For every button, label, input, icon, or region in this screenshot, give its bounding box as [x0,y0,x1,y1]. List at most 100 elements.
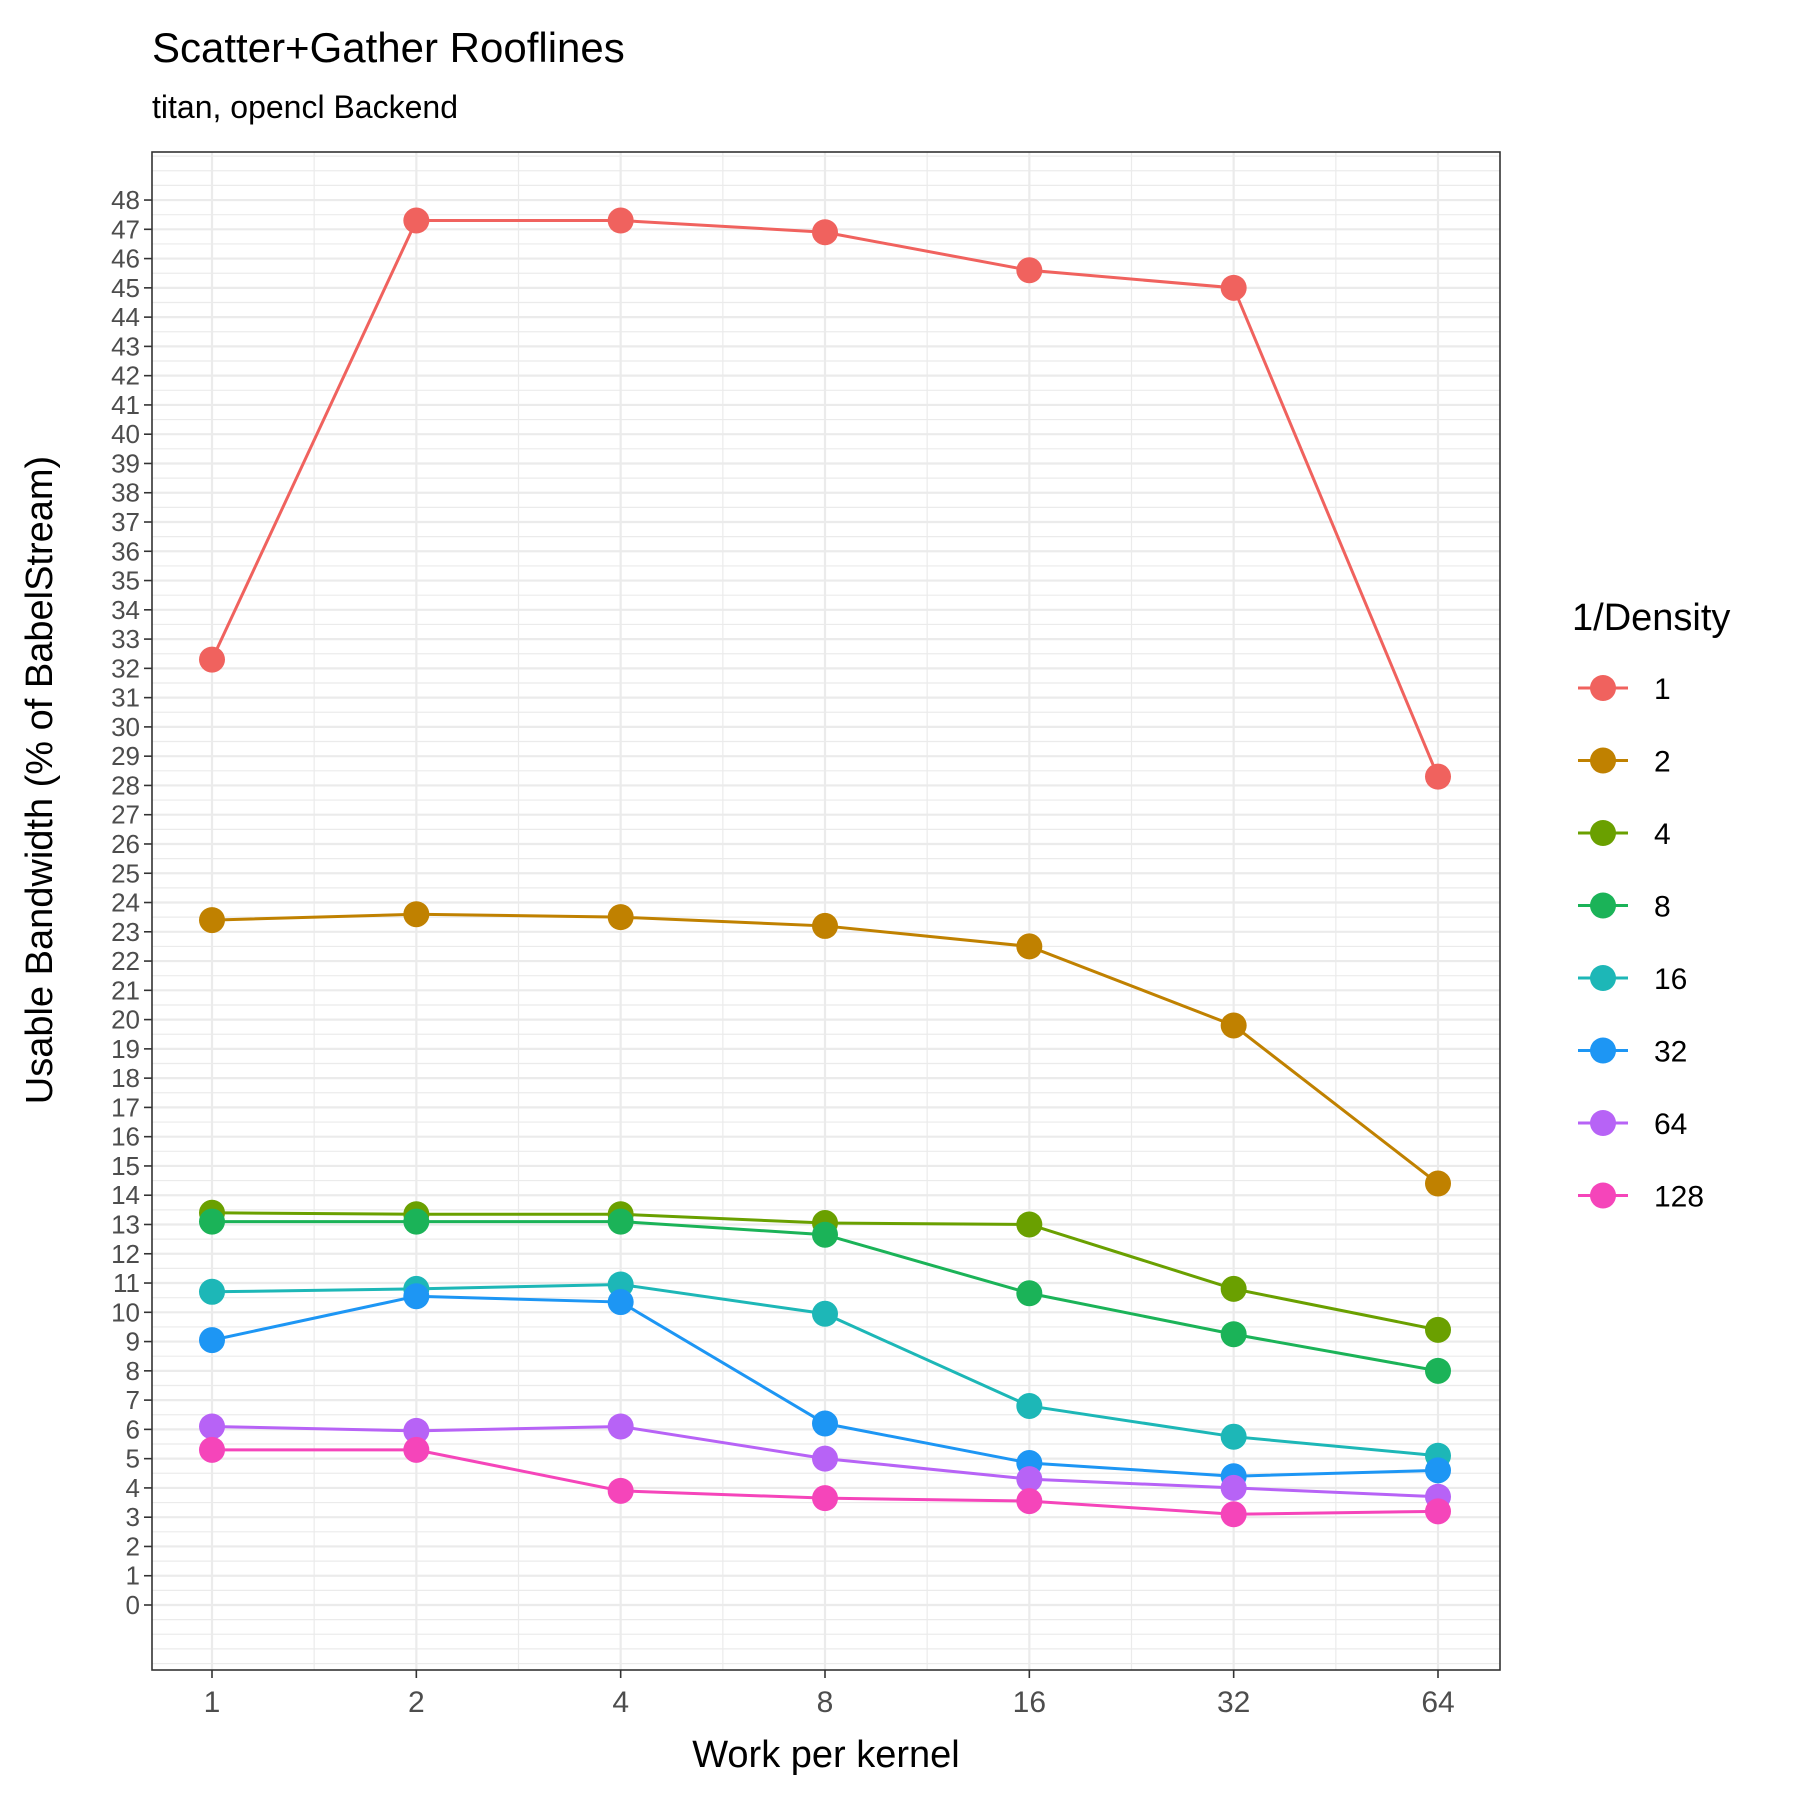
grid [152,152,1500,1670]
data-point-16 [199,1278,225,1305]
y-tick-label: 24 [111,888,140,918]
x-tick-label: 8 [817,1686,834,1719]
y-tick-label: 44 [111,302,140,332]
y-tick-label: 35 [111,566,140,596]
legend-title: 1/Density [1572,597,1730,639]
x-axis: 1 2 4 8 16 32 64 [204,1670,1455,1719]
legend-key-point [1590,892,1616,919]
data-point-32 [812,1410,838,1437]
y-tick-label: 26 [111,829,140,859]
data-point-128 [403,1436,430,1463]
data-point-2 [1425,1170,1451,1197]
y-tick-label: 20 [111,1005,140,1035]
y-tick-label: 16 [111,1122,140,1152]
y-tick-label: 47 [111,214,140,244]
data-point-8 [403,1208,430,1235]
y-tick-label: 5 [126,1444,140,1474]
y-tick-label: 15 [111,1151,140,1181]
data-point-128 [199,1436,225,1463]
data-point-64 [199,1413,225,1440]
data-point-32 [607,1289,634,1316]
data-point-8 [607,1208,634,1235]
data-point-16 [1220,1423,1247,1450]
y-tick-label: 39 [111,448,140,478]
y-tick-label: 17 [111,1092,140,1122]
data-point-2 [812,912,838,939]
y-tick-label: 8 [126,1356,140,1386]
data-point-4 [1220,1275,1247,1302]
data-point-1 [607,207,634,234]
data-point-1 [403,207,430,234]
y-tick-label: 33 [111,624,140,654]
x-tick-label: 1 [204,1686,221,1719]
data-point-1 [1425,763,1451,790]
y-tick-label: 34 [111,595,140,625]
data-point-16 [812,1300,838,1327]
data-point-4 [1016,1211,1043,1238]
y-tick-label: 27 [111,800,140,830]
legend-key-point [1590,747,1616,774]
x-axis-title: Work per kernel [692,1734,960,1776]
legend-key-point [1590,1110,1616,1136]
data-point-1 [1220,274,1247,301]
data-point-4 [1425,1316,1451,1343]
y-tick-label: 1 [126,1561,140,1591]
chart-title: Scatter+Gather Rooflines [152,24,625,71]
y-tick-label: 0 [126,1590,140,1620]
legend-key-point [1590,1182,1616,1209]
legend-item-32: 32 [1578,1036,1687,1069]
legend: 1/Density 1 2 4 8 16 32 64 128 [1572,597,1730,1214]
legend-label: 8 [1654,891,1671,924]
x-tick-label: 4 [612,1686,629,1719]
y-tick-label: 40 [111,419,140,449]
chart-subtitle: titan, opencl Backend [152,89,458,125]
legend-label: 1 [1654,673,1671,706]
data-point-64 [1016,1466,1043,1493]
legend-key-point [1590,1037,1616,1064]
data-point-32 [403,1283,430,1310]
y-tick-label: 29 [111,741,140,771]
y-tick-label: 9 [126,1327,140,1357]
legend-label: 128 [1654,1181,1704,1214]
legend-key-point [1590,675,1616,701]
y-tick-label: 32 [111,653,140,683]
x-tick-label: 16 [1013,1686,1046,1719]
y-tick-label: 22 [111,946,140,976]
y-tick-label: 14 [111,1180,140,1210]
y-tick-label: 11 [113,1268,140,1298]
y-tick-label: 19 [111,1034,140,1064]
y-tick-label: 28 [111,770,140,800]
y-tick-label: 25 [111,858,140,888]
legend-key-point [1590,965,1616,991]
data-point-2 [403,901,430,928]
data-point-128 [1016,1488,1043,1515]
y-tick-label: 36 [111,536,140,566]
legend-label: 16 [1654,963,1687,996]
data-point-64 [403,1417,430,1444]
y-axis-title: Usable Bandwidth (% of BabelStream) [19,456,61,1104]
y-tick-label: 3 [126,1502,140,1532]
legend-item-64: 64 [1578,1108,1687,1141]
y-tick-label: 45 [111,273,140,303]
legend-item-128: 128 [1578,1181,1704,1214]
x-tick-label: 32 [1217,1686,1250,1719]
data-point-128 [607,1477,634,1504]
data-point-8 [1016,1280,1043,1307]
data-point-64 [1220,1474,1247,1501]
data-point-2 [1220,1012,1247,1039]
data-point-128 [1220,1501,1247,1528]
legend-label: 4 [1654,818,1671,851]
y-tick-label: 7 [126,1385,140,1415]
data-point-8 [199,1208,225,1235]
y-tick-label: 46 [111,244,140,274]
data-point-1 [1016,257,1043,284]
data-point-128 [1425,1498,1451,1525]
data-point-2 [1016,933,1043,960]
legend-item-8: 8 [1578,891,1671,924]
y-tick-label: 13 [111,1209,140,1239]
y-tick-label: 48 [111,185,140,215]
y-tick-label: 38 [111,478,140,508]
data-point-2 [199,907,225,934]
legend-label: 32 [1654,1036,1687,1069]
y-tick-label: 10 [111,1297,140,1327]
